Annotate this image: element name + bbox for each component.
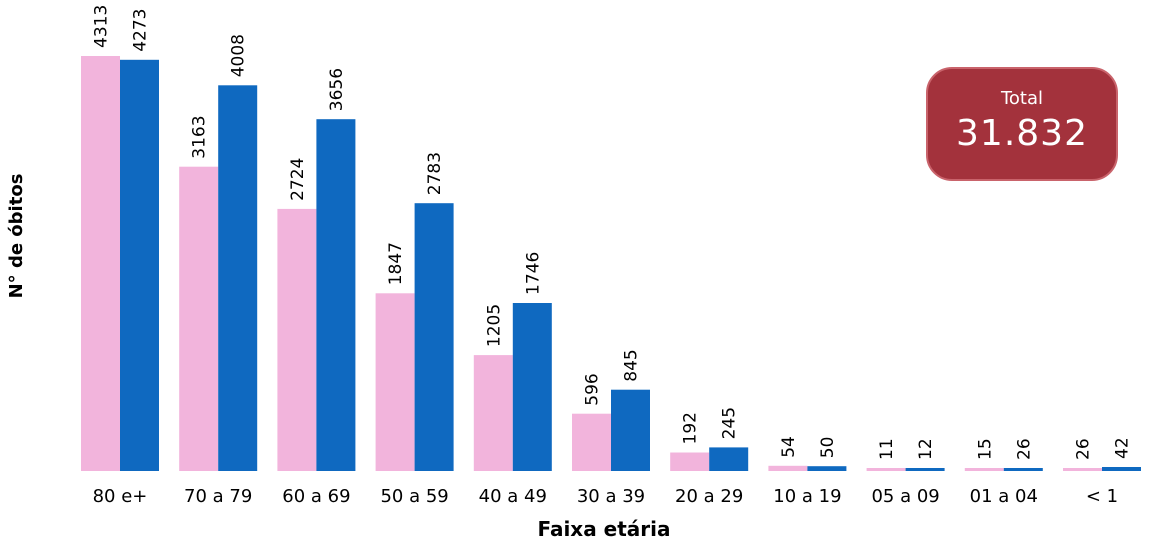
bar-blue-4 (512, 303, 552, 471)
data-label-pink-8: 11 (877, 438, 897, 460)
x-tick-labels-layer: 80 e+ 70 a 79 60 a 69 50 a 59 40 a 49 30 a 39… (93, 486, 1119, 507)
data-label-blue-6: 245 (720, 407, 740, 439)
bar-pink-9 (964, 468, 1004, 471)
x-tick-label-4: 40 a 49 (479, 486, 547, 507)
data-label-blue-7: 50 (818, 437, 838, 459)
bar-pink-4 (473, 355, 513, 471)
bars-layer (81, 56, 1141, 472)
bar-pink-7 (768, 465, 808, 471)
x-tick-label-1: 70 a 79 (184, 486, 252, 507)
bar-pink-0 (81, 56, 120, 471)
data-label-blue-1: 4008 (229, 34, 249, 77)
bar-blue-3 (414, 203, 454, 471)
data-label-pink-9: 15 (975, 438, 995, 460)
data-label-pink-2: 2724 (288, 158, 308, 201)
x-tick-label-2: 60 a 69 (282, 486, 350, 507)
y-axis-label: N° de óbitos (6, 174, 27, 299)
data-label-blue-0: 4273 (131, 9, 151, 52)
x-tick-label-9: 01 a 04 (970, 486, 1038, 507)
data-label-pink-0: 4313 (92, 5, 112, 48)
data-labels-layer: 4313 4273 3163 4008 2724 3656 1847 2783 1205 1746… (92, 5, 1133, 460)
bar-blue-5 (611, 389, 650, 471)
data-label-blue-3: 2783 (425, 152, 445, 195)
x-tick-label-7: 10 a 19 (773, 486, 841, 507)
data-label-blue-4: 1746 (523, 252, 543, 295)
x-tick-label-6: 20 a 29 (675, 486, 743, 507)
data-label-pink-5: 596 (583, 373, 603, 405)
bar-blue-0 (120, 59, 159, 472)
data-label-blue-8: 12 (916, 438, 936, 460)
bar-pink-6 (670, 452, 710, 471)
x-axis-label: Faixa etária (537, 517, 670, 541)
bar-blue-6 (709, 447, 749, 471)
data-label-pink-1: 3163 (190, 115, 210, 158)
bar-pink-1 (179, 166, 219, 471)
data-label-pink-4: 1205 (484, 304, 504, 347)
data-label-blue-10: 42 (1113, 437, 1133, 459)
bar-blue-9 (1003, 468, 1043, 471)
bar-pink-10 (1063, 468, 1102, 471)
data-label-pink-10: 26 (1074, 438, 1094, 460)
bar-blue-10 (1102, 467, 1141, 471)
bar-blue-2 (316, 119, 356, 471)
x-tick-label-0: 80 e+ (93, 486, 148, 507)
x-tick-label-8: 05 a 09 (871, 486, 939, 507)
x-tick-label-3: 50 a 59 (380, 486, 448, 507)
data-label-pink-7: 54 (779, 436, 799, 458)
total-label: Total (1000, 88, 1044, 109)
data-label-pink-6: 192 (681, 412, 701, 444)
bar-blue-7 (807, 466, 847, 471)
bar-pink-8 (866, 468, 906, 471)
bar-blue-1 (218, 85, 258, 472)
bar-blue-8 (905, 468, 945, 471)
x-tick-label-5: 30 a 39 (577, 486, 645, 507)
x-tick-label-10: < 1 (1086, 486, 1118, 507)
data-label-blue-9: 26 (1014, 438, 1034, 460)
data-label-pink-3: 1847 (386, 242, 406, 285)
bar-pink-5 (572, 413, 611, 471)
total-value: 31.832 (956, 113, 1088, 154)
bar-pink-2 (277, 208, 317, 471)
bar-pink-3 (375, 293, 415, 471)
data-label-blue-5: 845 (622, 349, 642, 381)
total-box: Total 31.832 (926, 67, 1118, 181)
data-label-blue-2: 3656 (327, 68, 347, 111)
